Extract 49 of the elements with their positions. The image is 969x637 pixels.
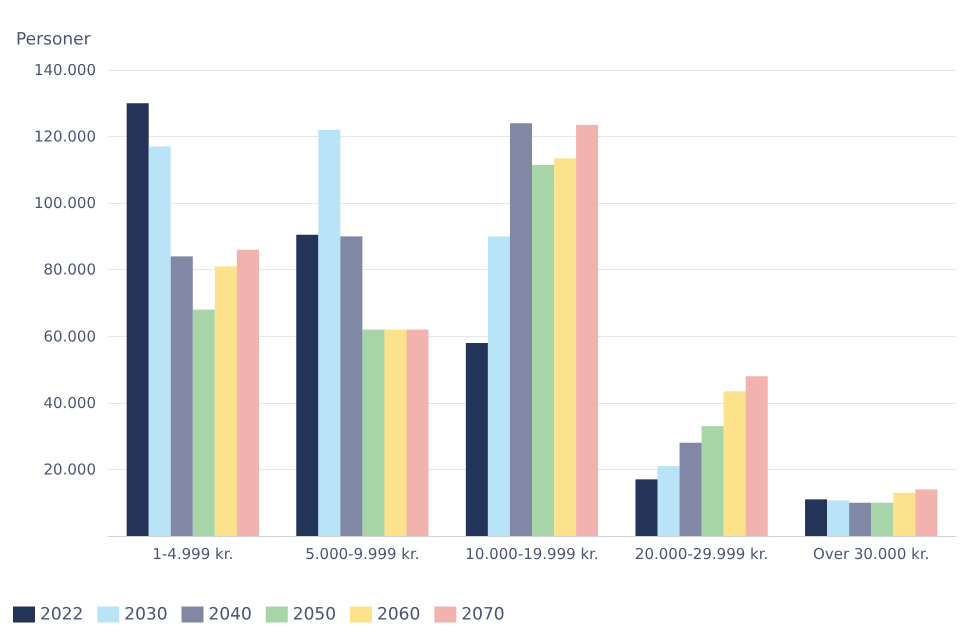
bar	[893, 492, 916, 536]
bar	[236, 250, 259, 536]
y-tick-label: 20.000	[44, 460, 96, 478]
bar	[680, 442, 702, 536]
bar	[658, 466, 680, 536]
y-tick-label: 140.000	[34, 61, 96, 79]
bar	[702, 426, 724, 536]
bar	[746, 376, 768, 536]
legend-label: 2060	[377, 604, 420, 624]
y-tick-label: 40.000	[44, 394, 96, 412]
y-tick-label: 60.000	[44, 327, 96, 346]
y-tick-label: 100.000	[34, 194, 96, 212]
bar	[635, 479, 658, 536]
bar	[576, 124, 598, 536]
bar	[318, 130, 340, 536]
bar	[554, 158, 576, 536]
legend-label: 2070	[461, 604, 505, 624]
bar	[466, 342, 488, 536]
legend-label: 2050	[292, 604, 336, 624]
bar	[192, 310, 215, 536]
bar	[340, 236, 362, 536]
bar	[488, 236, 510, 536]
x-tick-label: 20.000-29.999 kr.	[634, 545, 768, 563]
bar	[296, 234, 318, 536]
bar	[532, 164, 554, 536]
bar	[805, 499, 828, 536]
legend-label: 2030	[124, 604, 168, 624]
x-tick-label: 1-4.999 kr.	[152, 545, 234, 563]
bar	[384, 330, 406, 536]
legend-label: 2022	[40, 604, 84, 624]
x-tick-label: Over 30.000 kr.	[813, 545, 930, 563]
y-axis-title: Personer	[16, 30, 91, 50]
legend-label: 2040	[208, 604, 252, 624]
bar	[148, 146, 171, 536]
bar	[849, 502, 872, 536]
bar	[170, 256, 193, 536]
x-tick-label: 5.000-9.999 kr.	[305, 545, 420, 563]
bar	[126, 103, 149, 536]
bar	[724, 391, 746, 536]
y-tick-label: 80.000	[44, 260, 96, 279]
bar	[510, 123, 532, 536]
bar	[406, 330, 429, 536]
bar	[871, 502, 894, 536]
bar	[827, 500, 850, 536]
x-tick-label: 10.000-19.999 kr.	[465, 545, 599, 563]
y-tick-label: 120.000	[34, 128, 96, 146]
bar	[362, 330, 384, 536]
bar	[214, 266, 237, 536]
bar	[915, 489, 938, 536]
